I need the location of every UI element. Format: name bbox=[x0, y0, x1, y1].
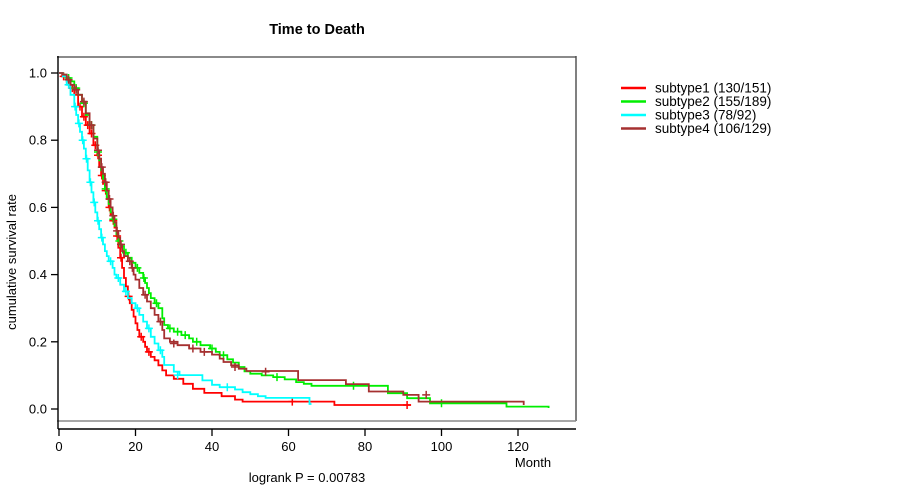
survival-curve-subtype2 bbox=[59, 72, 550, 408]
logrank-pvalue-text: logrank P = 0.00783 bbox=[249, 470, 366, 485]
legend-item-subtype2: subtype2 (155/189) bbox=[621, 94, 771, 109]
y-tick-label: 0.8 bbox=[29, 133, 47, 148]
y-axis-title: cumulative survival rate bbox=[4, 194, 19, 330]
survival-curve-subtype3 bbox=[59, 72, 312, 405]
x-tick-label: 0 bbox=[55, 439, 62, 454]
x-tick-label: 20 bbox=[128, 439, 142, 454]
survival-curve-subtype4 bbox=[59, 72, 525, 405]
censor-ticks-subtype3 bbox=[64, 80, 232, 392]
legend: subtype1 (130/151)subtype2 (155/189)subt… bbox=[621, 81, 771, 136]
legend-label-subtype3: subtype3 (78/92) bbox=[655, 108, 756, 123]
censor-ticks-subtype1 bbox=[59, 72, 412, 409]
legend-item-subtype1: subtype1 (130/151) bbox=[621, 81, 771, 96]
x-tick-label: 80 bbox=[358, 439, 372, 454]
legend-label-subtype4: subtype4 (106/129) bbox=[655, 121, 771, 136]
survival-curves bbox=[59, 72, 550, 409]
legend-item-subtype4: subtype4 (106/129) bbox=[621, 121, 771, 136]
plot-frame bbox=[57, 56, 577, 422]
y-tick-label: 0.2 bbox=[29, 334, 47, 349]
survival-curve-subtype1 bbox=[59, 72, 411, 406]
y-tick-label: 0.0 bbox=[29, 402, 47, 417]
censor-ticks-subtype4 bbox=[64, 75, 431, 399]
chart-title: Time to Death bbox=[269, 22, 365, 38]
x-tick-label: 100 bbox=[431, 439, 453, 454]
y-tick-label: 0.4 bbox=[29, 267, 47, 282]
y-tick-label: 1.0 bbox=[29, 66, 47, 81]
legend-label-subtype2: subtype2 (155/189) bbox=[655, 94, 771, 109]
x-axis-ticks: 0 20 40 60 80 100 120 bbox=[55, 429, 529, 454]
x-tick-label: 120 bbox=[507, 439, 529, 454]
x-tick-label: 60 bbox=[281, 439, 295, 454]
x-axis-title: Month bbox=[515, 455, 551, 470]
legend-label-subtype1: subtype1 (130/151) bbox=[655, 81, 771, 96]
y-tick-label: 0.6 bbox=[29, 200, 47, 215]
x-tick-label: 40 bbox=[205, 439, 219, 454]
y-axis-ticks: 0.0 0.2 0.4 0.6 0.8 1.0 bbox=[29, 66, 58, 417]
legend-item-subtype3: subtype3 (78/92) bbox=[621, 108, 756, 123]
